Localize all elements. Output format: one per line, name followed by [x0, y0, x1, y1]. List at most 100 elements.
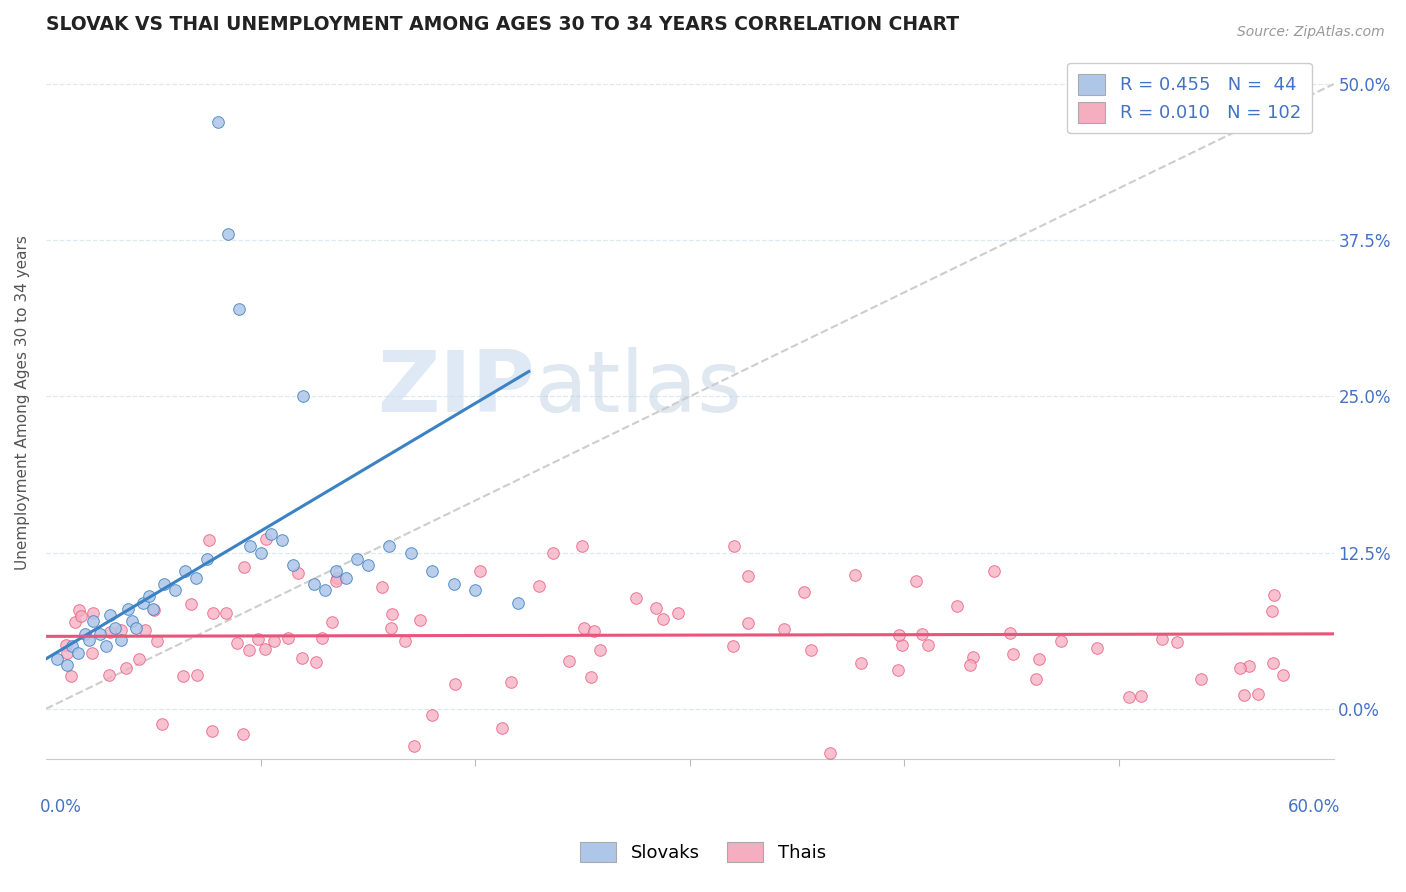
Point [1229, 661, 1251, 675]
Point [110, 633, 132, 648]
Point [983, 564, 1005, 578]
Point [146, 634, 169, 648]
Point [97, 668, 120, 682]
Point [394, 633, 416, 648]
Point [195, 552, 218, 566]
Point [1049, 634, 1071, 648]
Point [291, 651, 314, 665]
Point [626, 591, 648, 605]
Point [1025, 673, 1047, 687]
Point [723, 539, 745, 553]
Point [114, 661, 136, 675]
Point [142, 602, 165, 616]
Point [110, 623, 132, 637]
Point [527, 579, 550, 593]
Point [443, 577, 465, 591]
Point [134, 624, 156, 638]
Point [302, 577, 325, 591]
Point [380, 621, 402, 635]
Point [572, 621, 595, 635]
Point [201, 724, 224, 739]
Point [271, 533, 294, 548]
Point [799, 642, 821, 657]
Point [1233, 688, 1256, 702]
Point [55, 646, 77, 660]
Point [186, 571, 208, 585]
Point [287, 566, 309, 580]
Point [45, 652, 67, 666]
Point [468, 564, 491, 578]
Point [1189, 672, 1212, 686]
Point [581, 670, 603, 684]
Point [1002, 648, 1025, 662]
Point [77, 633, 100, 648]
Point [215, 606, 238, 620]
Point [131, 596, 153, 610]
Point [232, 727, 254, 741]
Point [128, 652, 150, 666]
Point [737, 569, 759, 583]
Point [180, 597, 202, 611]
Point [143, 603, 166, 617]
Point [117, 602, 139, 616]
Point [644, 600, 666, 615]
Point [153, 577, 176, 591]
Point [67, 602, 90, 616]
Point [325, 574, 347, 589]
Point [82, 615, 104, 629]
Legend: R = 0.455   N =  44, R = 0.010   N = 102: R = 0.455 N = 44, R = 0.010 N = 102 [1067, 62, 1312, 134]
Point [998, 626, 1021, 640]
Point [911, 627, 934, 641]
Point [946, 599, 969, 613]
Point [80, 646, 103, 660]
Point [651, 612, 673, 626]
Point [249, 546, 271, 560]
Point [381, 607, 404, 621]
Point [226, 636, 249, 650]
Point [125, 621, 148, 635]
Point [962, 649, 984, 664]
Text: atlas: atlas [536, 347, 744, 430]
Point [305, 655, 328, 669]
Point [399, 546, 422, 560]
Point [890, 638, 912, 652]
Point [541, 546, 564, 560]
Point [1261, 604, 1284, 618]
Point [217, 227, 239, 241]
Point [917, 638, 939, 652]
Point [326, 571, 349, 585]
Point [94, 640, 117, 654]
Point [820, 746, 842, 760]
Point [335, 571, 357, 585]
Point [491, 721, 513, 735]
Point [174, 565, 197, 579]
Point [666, 606, 689, 620]
Point [1271, 668, 1294, 682]
Point [571, 540, 593, 554]
Point [292, 389, 315, 403]
Point [69, 609, 91, 624]
Text: SLOVAK VS THAI UNEMPLOYMENT AMONG AGES 30 TO 34 YEARS CORRELATION CHART: SLOVAK VS THAI UNEMPLOYMENT AMONG AGES 3… [46, 15, 959, 34]
Point [325, 565, 347, 579]
Point [98, 608, 121, 623]
Point [207, 114, 229, 128]
Point [506, 596, 529, 610]
Point [121, 615, 143, 629]
Point [773, 623, 796, 637]
Point [311, 631, 333, 645]
Point [82, 606, 104, 620]
Point [63, 615, 86, 630]
Point [55, 638, 77, 652]
Point [150, 716, 173, 731]
Point [254, 532, 277, 546]
Point [321, 615, 343, 629]
Point [104, 621, 127, 635]
Point [253, 641, 276, 656]
Point [793, 584, 815, 599]
Point [1263, 657, 1285, 671]
Point [409, 613, 432, 627]
Point [1085, 640, 1108, 655]
Point [67, 646, 90, 660]
Point [228, 301, 250, 316]
Point [1166, 635, 1188, 649]
